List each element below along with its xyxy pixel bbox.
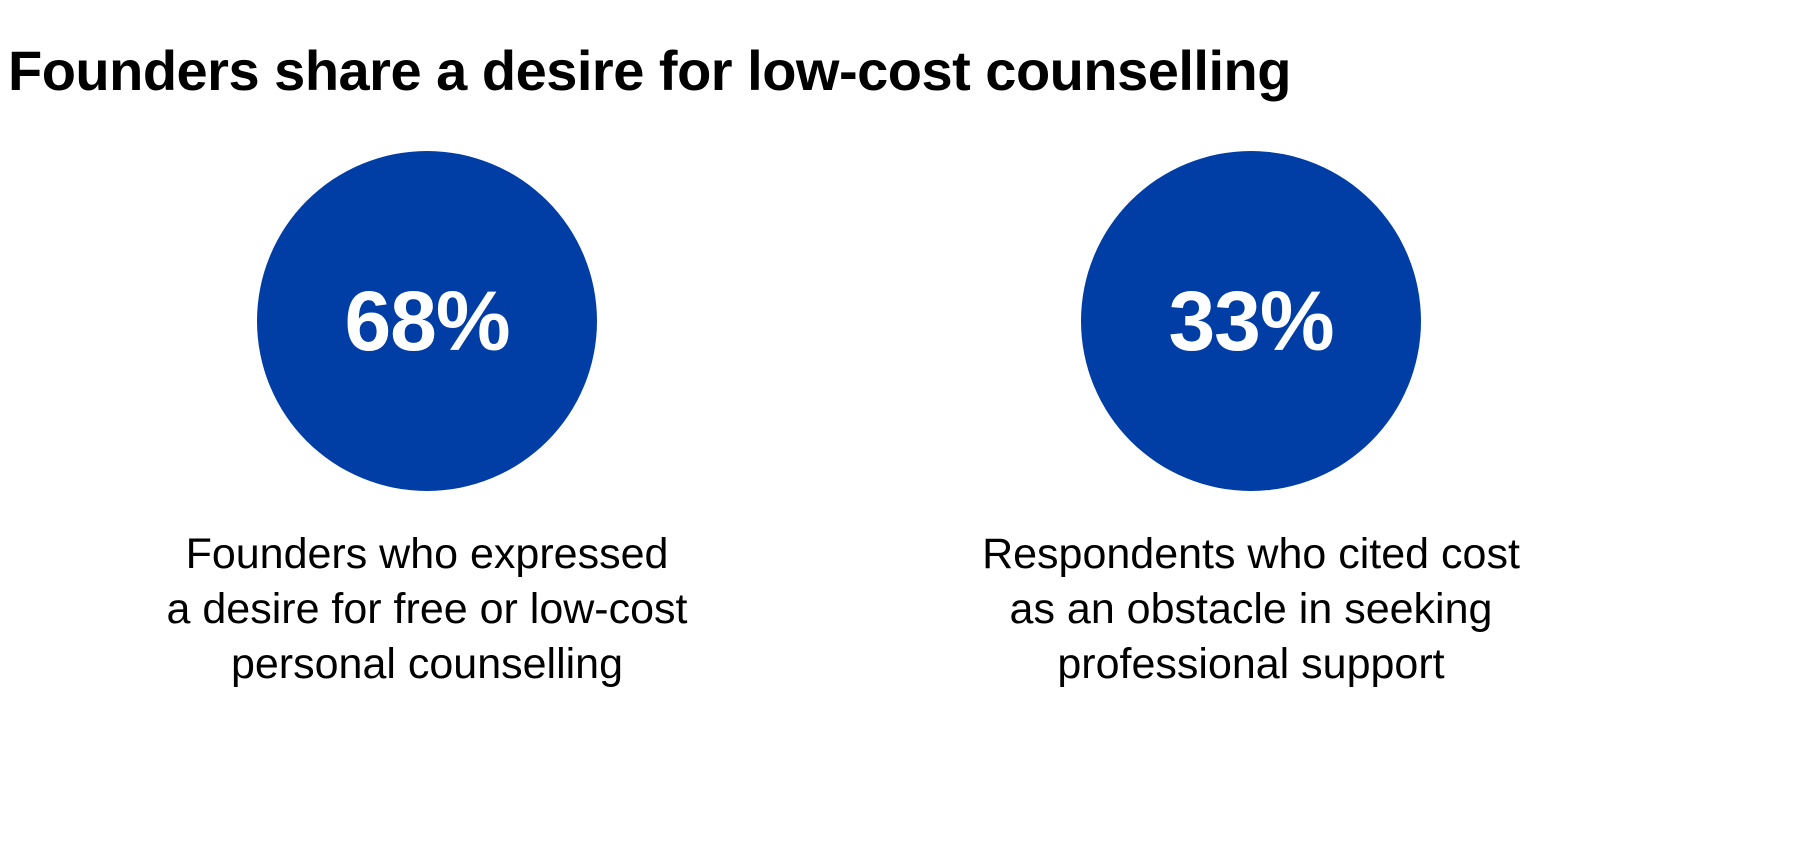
stat-caption-line: professional support bbox=[1057, 640, 1445, 688]
stat-caption-line: a desire for free or low-cost bbox=[166, 585, 688, 633]
stat-caption-line: Respondents who cited cost bbox=[982, 530, 1520, 578]
stat-circle: 68% bbox=[257, 151, 597, 491]
stat-caption: Founders who expressed a desire for free… bbox=[167, 527, 688, 692]
stat-cost-obstacle: 33% Respondents who cited cost as an obs… bbox=[891, 151, 1611, 692]
chart-title: Founders share a desire for low-cost cou… bbox=[8, 39, 1291, 102]
stat-caption-line: Founders who expressed bbox=[185, 530, 669, 578]
stat-value: 68% bbox=[344, 273, 510, 368]
stat-founders-low-cost: 68% Founders who expressed a desire for … bbox=[67, 151, 787, 692]
stat-caption: Respondents who cited cost as an obstacl… bbox=[982, 527, 1520, 692]
stat-circle: 33% bbox=[1081, 151, 1421, 491]
stat-value: 33% bbox=[1168, 273, 1334, 368]
stat-caption-line: as an obstacle in seeking bbox=[1009, 585, 1493, 633]
stat-caption-line: personal counselling bbox=[230, 640, 624, 688]
